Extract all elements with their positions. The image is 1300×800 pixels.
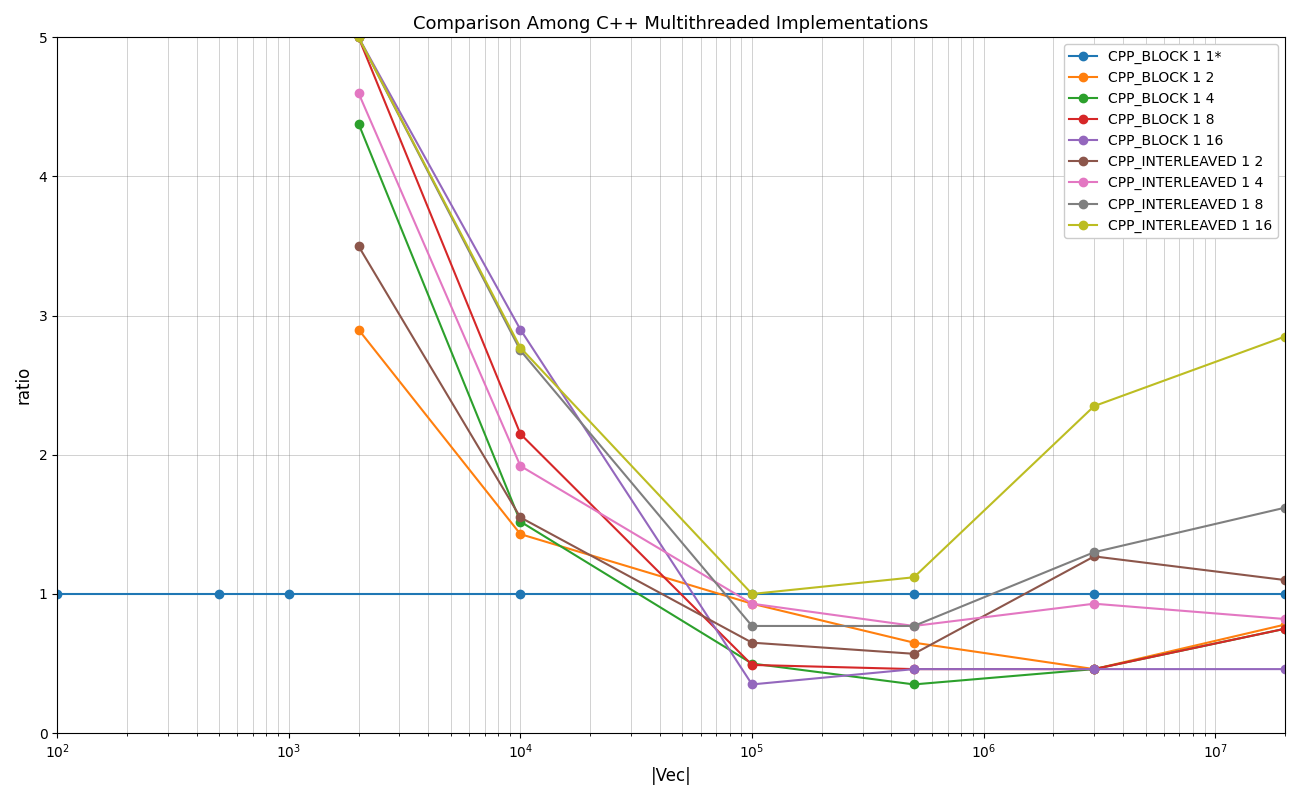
CPP_BLOCK 1 1*: [906, 589, 922, 598]
CPP_BLOCK 1 2: [1087, 664, 1102, 674]
CPP_INTERLEAVED 1 8: [744, 621, 759, 630]
CPP_INTERLEAVED 1 16: [906, 573, 922, 582]
CPP_INTERLEAVED 1 2: [744, 638, 759, 647]
Line: CPP_BLOCK 1 2: CPP_BLOCK 1 2: [355, 326, 1290, 674]
Line: CPP_BLOCK 1 16: CPP_BLOCK 1 16: [355, 33, 1290, 689]
CPP_BLOCK 1 8: [1087, 664, 1102, 674]
Line: CPP_BLOCK 1 1*: CPP_BLOCK 1 1*: [53, 590, 1290, 598]
CPP_BLOCK 1 1*: [512, 589, 528, 598]
CPP_BLOCK 1 16: [906, 664, 922, 674]
CPP_INTERLEAVED 1 2: [351, 242, 367, 251]
CPP_BLOCK 1 16: [744, 680, 759, 690]
CPP_BLOCK 1 1*: [1087, 589, 1102, 598]
CPP_INTERLEAVED 1 8: [351, 33, 367, 42]
CPP_INTERLEAVED 1 8: [1087, 547, 1102, 557]
CPP_BLOCK 1 4: [906, 680, 922, 690]
CPP_BLOCK 1 16: [351, 33, 367, 42]
CPP_BLOCK 1 16: [512, 325, 528, 334]
CPP_BLOCK 1 8: [744, 660, 759, 670]
CPP_BLOCK 1 4: [512, 517, 528, 526]
CPP_INTERLEAVED 1 8: [906, 621, 922, 630]
CPP_INTERLEAVED 1 2: [1087, 551, 1102, 561]
CPP_INTERLEAVED 1 16: [512, 343, 528, 353]
CPP_BLOCK 1 2: [512, 530, 528, 539]
CPP_BLOCK 1 2: [906, 638, 922, 647]
CPP_BLOCK 1 8: [1277, 624, 1292, 634]
CPP_BLOCK 1 4: [1277, 624, 1292, 634]
CPP_BLOCK 1 2: [351, 325, 367, 334]
Title: Comparison Among C++ Multithreaded Implementations: Comparison Among C++ Multithreaded Imple…: [413, 15, 928, 33]
CPP_BLOCK 1 2: [1277, 620, 1292, 630]
Line: CPP_INTERLEAVED 1 8: CPP_INTERLEAVED 1 8: [355, 33, 1290, 630]
Line: CPP_INTERLEAVED 1 2: CPP_INTERLEAVED 1 2: [355, 242, 1290, 658]
CPP_BLOCK 1 16: [1087, 664, 1102, 674]
Line: CPP_BLOCK 1 4: CPP_BLOCK 1 4: [355, 119, 1290, 689]
CPP_BLOCK 1 1*: [212, 589, 227, 598]
CPP_INTERLEAVED 1 16: [1087, 402, 1102, 411]
Y-axis label: ratio: ratio: [16, 366, 32, 404]
CPP_BLOCK 1 1*: [1277, 589, 1292, 598]
CPP_BLOCK 1 1*: [49, 589, 65, 598]
CPP_BLOCK 1 16: [1277, 664, 1292, 674]
CPP_INTERLEAVED 1 4: [906, 621, 922, 630]
CPP_INTERLEAVED 1 8: [1277, 503, 1292, 513]
CPP_INTERLEAVED 1 16: [351, 33, 367, 42]
CPP_INTERLEAVED 1 8: [512, 346, 528, 355]
CPP_BLOCK 1 4: [351, 119, 367, 129]
CPP_INTERLEAVED 1 4: [744, 599, 759, 609]
CPP_BLOCK 1 1*: [744, 589, 759, 598]
CPP_BLOCK 1 4: [1087, 664, 1102, 674]
Line: CPP_INTERLEAVED 1 4: CPP_INTERLEAVED 1 4: [355, 89, 1290, 630]
X-axis label: |Vec|: |Vec|: [651, 767, 692, 785]
CPP_INTERLEAVED 1 16: [744, 589, 759, 598]
CPP_INTERLEAVED 1 4: [351, 88, 367, 98]
Line: CPP_BLOCK 1 8: CPP_BLOCK 1 8: [355, 33, 1290, 674]
CPP_INTERLEAVED 1 4: [512, 461, 528, 470]
Line: CPP_INTERLEAVED 1 16: CPP_INTERLEAVED 1 16: [355, 33, 1290, 598]
CPP_BLOCK 1 8: [351, 33, 367, 42]
CPP_BLOCK 1 4: [744, 658, 759, 668]
CPP_INTERLEAVED 1 2: [1277, 575, 1292, 585]
CPP_INTERLEAVED 1 2: [512, 513, 528, 522]
CPP_BLOCK 1 2: [744, 599, 759, 609]
CPP_INTERLEAVED 1 4: [1277, 614, 1292, 624]
CPP_BLOCK 1 8: [906, 664, 922, 674]
CPP_BLOCK 1 1*: [281, 589, 296, 598]
Legend: CPP_BLOCK 1 1*, CPP_BLOCK 1 2, CPP_BLOCK 1 4, CPP_BLOCK 1 8, CPP_BLOCK 1 16, CPP: CPP_BLOCK 1 1*, CPP_BLOCK 1 2, CPP_BLOCK…: [1063, 44, 1278, 238]
CPP_BLOCK 1 8: [512, 429, 528, 438]
CPP_INTERLEAVED 1 4: [1087, 599, 1102, 609]
CPP_INTERLEAVED 1 16: [1277, 332, 1292, 342]
CPP_INTERLEAVED 1 2: [906, 649, 922, 658]
